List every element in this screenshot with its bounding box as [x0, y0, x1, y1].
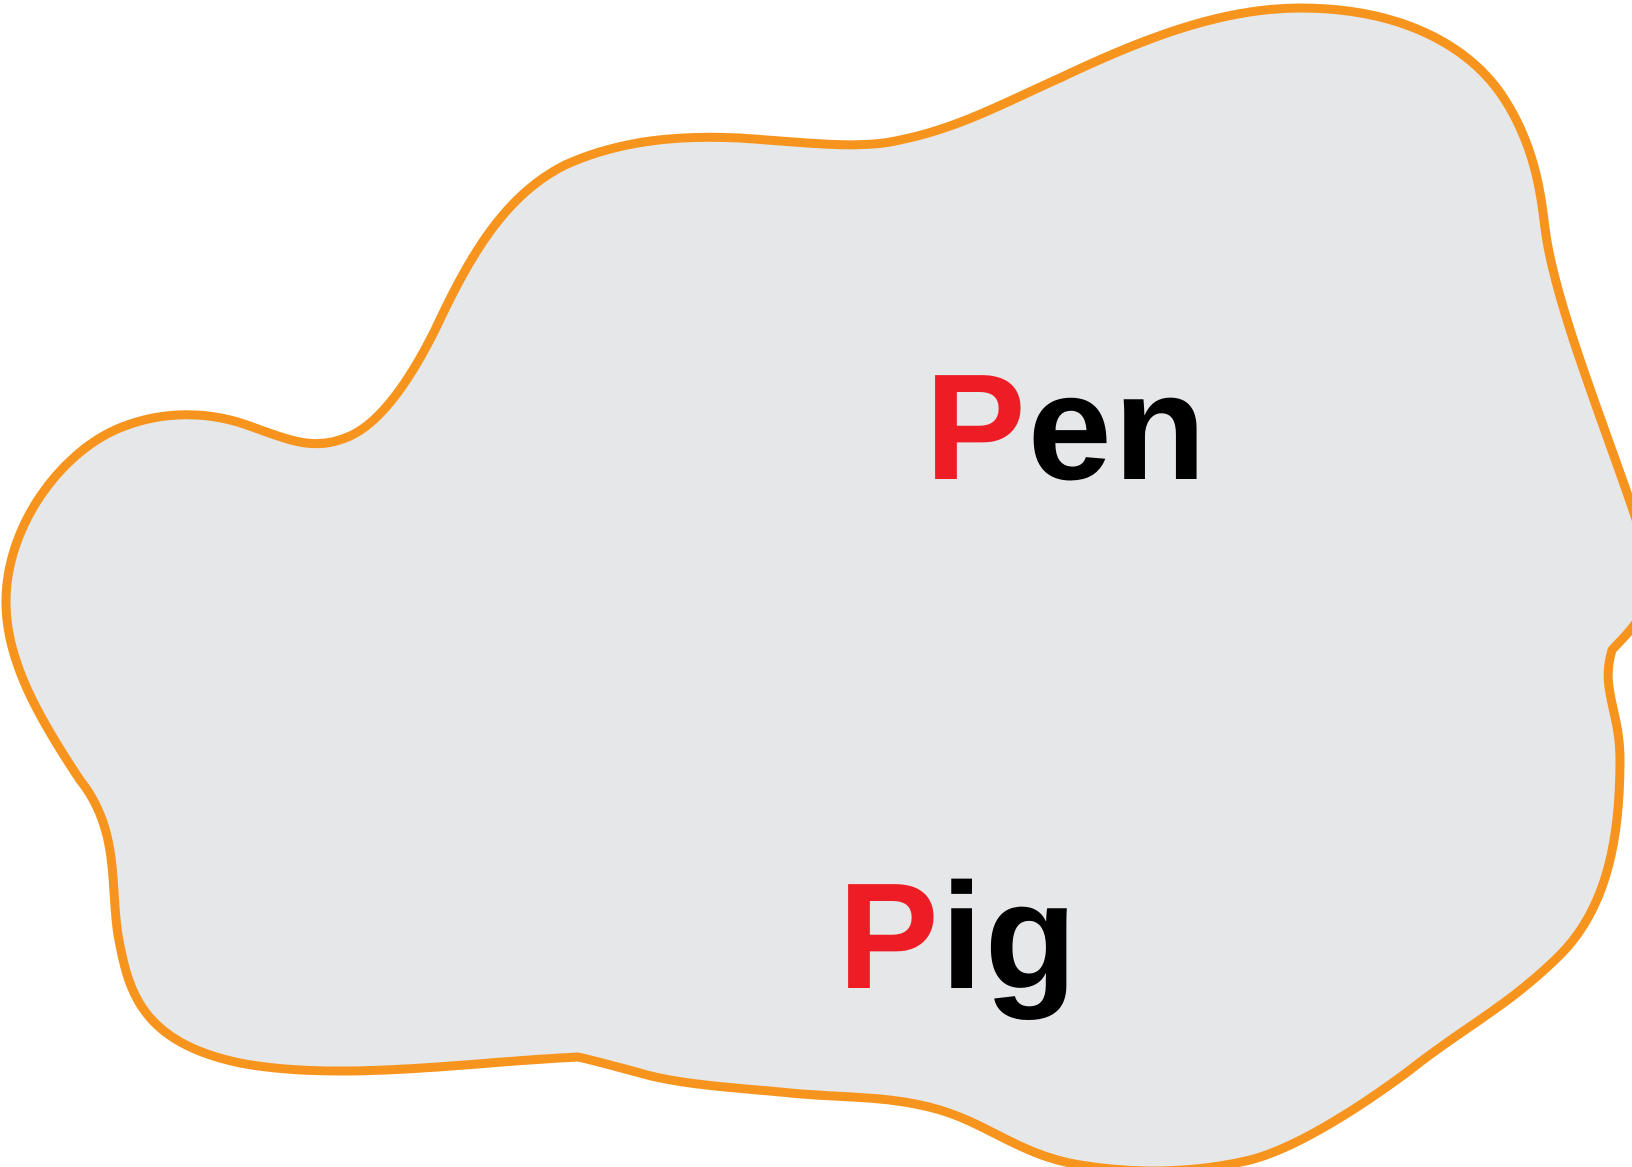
- word-pen-rest: en: [1027, 342, 1208, 511]
- word-pig-rest: ig: [940, 851, 1079, 1020]
- word-pen-first-letter: P: [925, 342, 1028, 511]
- word-pig-first-letter: P: [838, 851, 941, 1020]
- word-pig: Pig: [838, 860, 1079, 1011]
- word-pen: Pen: [925, 351, 1208, 502]
